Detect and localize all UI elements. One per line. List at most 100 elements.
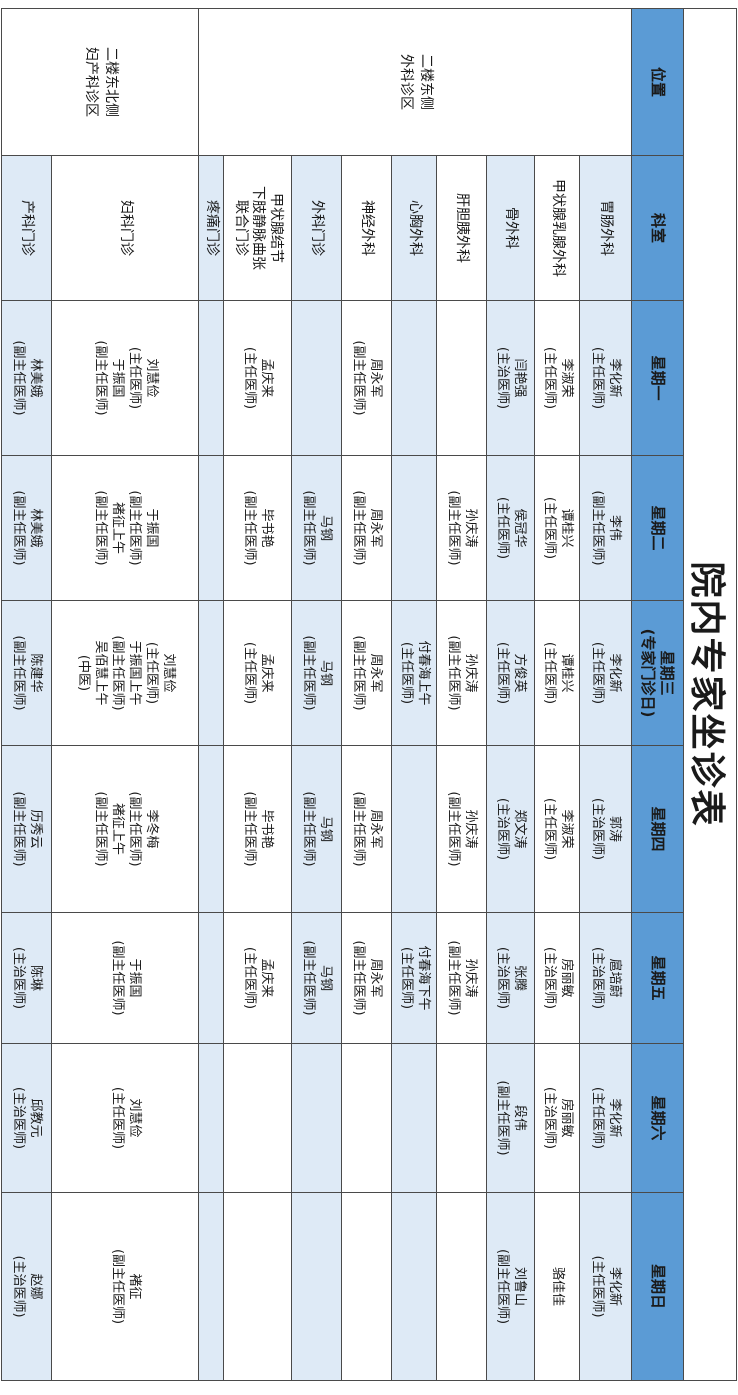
department-cell: 外科门诊 <box>291 155 342 301</box>
row-obstetrics-clinic: 产科门诊 林美娥 (副主任医师) 林美娥 (副主任医师) 陈建华 (副主任医师)… <box>1 9 52 1381</box>
department-cell: 心胸外科 <box>391 155 437 301</box>
schedule-cell: 孟庆来 (主任医师) <box>223 300 292 456</box>
schedule-cell <box>223 1192 292 1381</box>
department-cell: 骨外科 <box>486 155 535 301</box>
schedule-cell: 谭桂兴 (主任医师) <box>534 600 580 746</box>
schedule-cell <box>198 455 224 601</box>
department-cell: 肝胆胰外科 <box>436 155 487 301</box>
schedule-cell: 马钢 (副主任医师) <box>291 745 342 913</box>
schedule-cell: 侯冠华 (主任医师) <box>486 455 535 601</box>
row-thyroid-nodule-joint-clinic: 甲状腺结节 下肢静脉曲张 联合门诊 孟庆来 (主任医师) 毕书艳 (副主任医师)… <box>223 9 292 1381</box>
location-surgery-area: 二楼东侧 外科诊区 <box>198 8 632 156</box>
schedule-cell <box>198 600 224 746</box>
schedule-cell <box>291 1192 342 1381</box>
department-cell: 妇科门诊 <box>51 155 199 301</box>
schedule-cell: 孟庆来 (主任医师) <box>223 912 292 1044</box>
schedule-cell <box>341 1192 392 1381</box>
schedule-cell <box>391 1192 437 1381</box>
header-department: 科室 <box>631 155 684 301</box>
schedule-cell: 林美娥 (副主任医师) <box>1 455 52 601</box>
schedule-cell: 于振国 (副主任医师) <box>51 912 199 1044</box>
schedule-cell: 周永军 (副主任医师) <box>341 300 392 456</box>
schedule-cell: 骆佳佳 <box>534 1192 580 1381</box>
schedule-cell: 李伟 (副主任医师) <box>579 455 632 601</box>
schedule-cell <box>198 912 224 1044</box>
schedule-cell: 孙庆涛 (副主任医师) <box>436 745 487 913</box>
department-cell: 产科门诊 <box>1 155 52 301</box>
schedule-cell <box>391 1043 437 1193</box>
schedule-cell: 毕书艳 (副主任医师) <box>223 455 292 601</box>
schedule-cell: 段伟 (副主任医师) <box>486 1043 535 1193</box>
schedule-cell <box>198 745 224 913</box>
schedule-cell: 孙庆涛 (副主任医师) <box>436 600 487 746</box>
schedule-cell: 李淑荣 (主任医师) <box>534 300 580 456</box>
row-hepatobiliary-surgery: 肝胆胰外科 孙庆涛 (副主任医师) 孙庆涛 (副主任医师) 孙庆涛 (副主任医师… <box>436 9 487 1381</box>
header-sunday: 星期日 <box>631 1192 684 1381</box>
schedule-cell: 李化新 (主任医师) <box>579 1192 632 1381</box>
schedule-cell: 谭桂兴 (主任医师) <box>534 455 580 601</box>
schedule-cell: 周永军 (副主任医师) <box>341 745 392 913</box>
schedule-cell: 周永军 (副主任医师) <box>341 912 392 1044</box>
schedule-cell: 孙庆涛 (副主任医师) <box>436 455 487 601</box>
row-orthopedics: 骨外科 闫艳强 (主治医师) 侯冠华 (主任医师) 方俊英 (主任医师) 郑文涛… <box>486 9 535 1381</box>
schedule-cell: 褚征 (副主任医师) <box>51 1192 199 1381</box>
schedule-cell: 周永军 (副主任医师) <box>341 455 392 601</box>
schedule-cell <box>198 1043 224 1193</box>
header-location: 位置 <box>631 8 684 156</box>
schedule-cell: 李化新 (主任医师) <box>579 300 632 456</box>
department-cell: 甲状腺乳腺外科 <box>534 155 580 301</box>
row-surgery-clinic: 外科门诊 马钢 (副主任医师) 马钢 (副主任医师) 马钢 (副主任医师) 马钢… <box>291 9 342 1381</box>
expert-schedule-table: 院内专家坐诊表 位置 科室 星期一 星期二 星期三 (专家门诊日) 星期四 星期… <box>1 8 737 1381</box>
schedule-cell <box>391 745 437 913</box>
schedule-cell <box>436 1043 487 1193</box>
schedule-cell: 方俊英 (主任医师) <box>486 600 535 746</box>
schedule-cell: 刘慧俭 (主任医师) 于振国上午 (副主任医师) 吴佰慧上午 (中医) <box>51 600 199 746</box>
schedule-cell: 孟庆来 (主任医师) <box>223 600 292 746</box>
schedule-cell: 郑文涛 (主治医师) <box>486 745 535 913</box>
schedule-cell: 郭涛 (主治医师) <box>579 745 632 913</box>
schedule-cell <box>198 300 224 456</box>
schedule-cell: 李淑荣 (主任医师) <box>534 745 580 913</box>
schedule-cell <box>391 455 437 601</box>
header-thursday: 星期四 <box>631 745 684 913</box>
schedule-cell: 周永军 (副主任医师) <box>341 600 392 746</box>
location-obgyn-area: 二楼东北侧 妇产科诊区 <box>1 8 199 156</box>
schedule-cell: 付春海下午 (主任医师) <box>391 912 437 1044</box>
row-gynecology-clinic: 二楼东北侧 妇产科诊区 妇科门诊 刘慧俭 (主任医师) 于振国 (副主任医师) … <box>1 8 199 1381</box>
department-cell: 甲状腺结节 下肢静脉曲张 联合门诊 <box>223 155 292 301</box>
schedule-cell <box>198 1192 224 1381</box>
schedule-cell: 扈培蔚 (主治医师) <box>579 912 632 1044</box>
schedule-cell: 马钢 (副主任医师) <box>291 455 342 601</box>
schedule-cell: 刘鲁山 (副主任医师) <box>486 1192 535 1381</box>
header-saturday: 星期六 <box>631 1043 684 1193</box>
schedule-cell: 林美娥 (副主任医师) <box>1 300 52 456</box>
schedule-cell: 赵娜 (主治医师) <box>1 1192 52 1381</box>
schedule-cell <box>341 1043 392 1193</box>
header-monday: 星期一 <box>631 300 684 456</box>
schedule-cell: 马钢 (副主任医师) <box>291 912 342 1044</box>
schedule-cell: 于振国 (副主任医师) 褚征上午 (副主任医师) <box>51 455 199 601</box>
department-cell: 神经外科 <box>341 155 392 301</box>
schedule-cell: 马钢 (副主任医师) <box>291 600 342 746</box>
schedule-cell: 房丽敏 (主治医师) <box>534 1043 580 1193</box>
schedule-cell: 李化新 (主任医师) <box>579 1043 632 1193</box>
schedule-cell: 付春海上午 (主任医师) <box>391 600 437 746</box>
header-friday: 星期五 <box>631 912 684 1044</box>
schedule-title: 院内专家坐诊表 <box>683 8 737 1381</box>
schedule-cell: 陈建华 (副主任医师) <box>1 600 52 746</box>
schedule-cell: 闫艳强 (主治医师) <box>486 300 535 456</box>
schedule-cell: 邱教元 (主治医师) <box>1 1043 52 1193</box>
department-cell: 胃肠外科 <box>579 155 632 301</box>
row-cardiothoracic-surgery: 心胸外科 付春海上午 (主任医师) 付春海下午 (主任医师) <box>391 9 437 1381</box>
schedule-cell <box>436 300 487 456</box>
department-cell: 疼痛门诊 <box>198 155 224 301</box>
schedule-cell: 历秀云 (副主任医师) <box>1 745 52 913</box>
schedule-cell <box>291 300 342 456</box>
schedule-cell: 张腾 (主治医师) <box>486 912 535 1044</box>
schedule-cell: 李化新 (主任医师) <box>579 600 632 746</box>
row-neurosurgery: 神经外科 周永军 (副主任医师) 周永军 (副主任医师) 周永军 (副主任医师)… <box>341 9 392 1381</box>
schedule-cell: 毕书艳 (副主任医师) <box>223 745 292 913</box>
row-gastrointestinal-surgery: 二楼东侧 外科诊区 胃肠外科 李化新 (主任医师) 李伟 (副主任医师) 李化新… <box>198 8 632 1381</box>
row-thyroid-breast-surgery: 甲状腺乳腺外科 李淑荣 (主任医师) 谭桂兴 (主任医师) 谭桂兴 (主任医师)… <box>534 9 580 1381</box>
